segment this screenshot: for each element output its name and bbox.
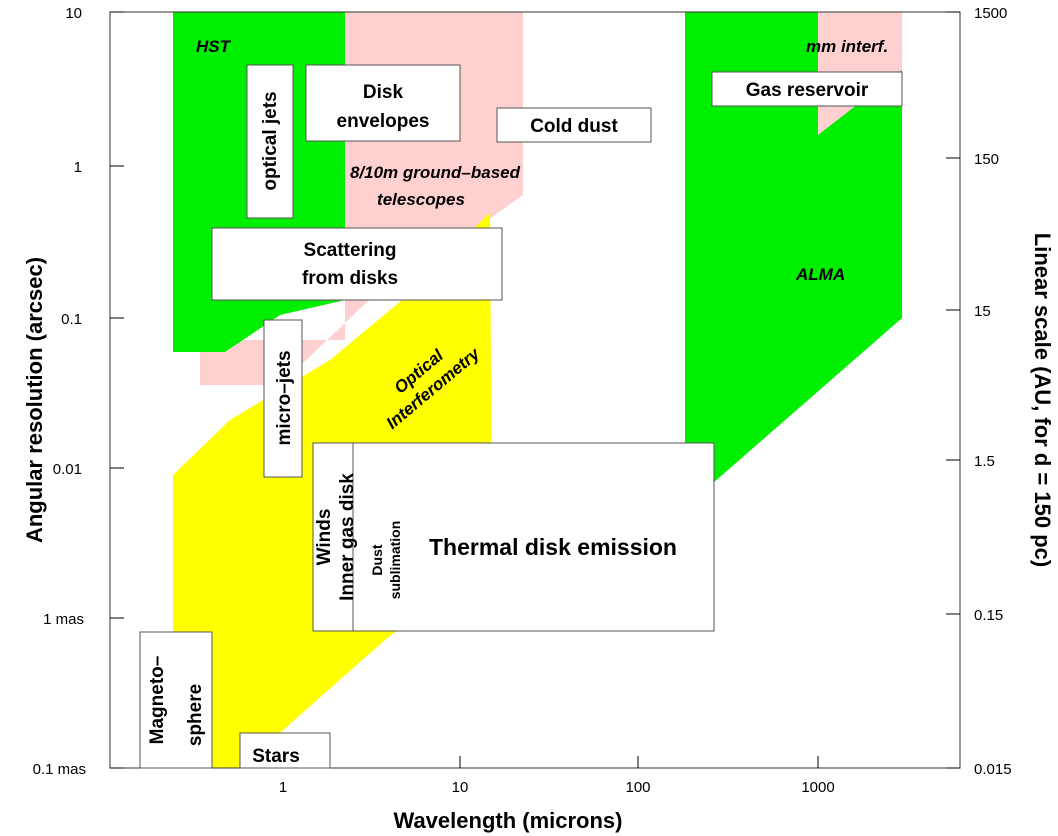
cold-dust-label: Cold dust — [530, 116, 618, 137]
y-tick-label: 0.01 — [53, 461, 82, 478]
dust-sublimation-label: Dust — [369, 544, 385, 575]
ground-telescopes-label: telescopes — [377, 190, 465, 209]
y-tick-label: 1 mas — [43, 611, 84, 628]
disk-envelopes-box — [305, 64, 461, 142]
winds-label: Winds — [314, 509, 335, 566]
x-axis-title: Wavelength (microns) — [394, 808, 623, 833]
x-tick-label: 10 — [452, 779, 469, 796]
x-tick-label: 1000 — [801, 779, 834, 796]
magnetosphere-label: Magneto– — [147, 656, 168, 745]
y2-tick-label: 1500 — [974, 5, 1007, 22]
scattering-box — [211, 227, 503, 301]
scattering-label: from disks — [302, 268, 398, 289]
thermal-emission-box — [312, 442, 715, 632]
gas-reservoir-box — [711, 71, 903, 107]
alma-label: ALMA — [795, 265, 845, 284]
magnetosphere-label: sphere — [185, 684, 206, 746]
thermal-emission-label: Thermal disk emission — [429, 534, 677, 560]
y-axis-title: Angular resolution (arcsec) — [22, 257, 47, 543]
y-tick-label: 0.1 — [61, 311, 82, 328]
y2-tick-label: 15 — [974, 303, 991, 320]
y2-tick-label: 1.5 — [974, 453, 995, 470]
y-tick-label: 10 — [65, 5, 82, 22]
inner-gas-disk-label: Inner gas disk — [337, 473, 358, 601]
plot-frame — [109, 11, 961, 769]
bottom-axis — [282, 756, 819, 768]
magnetosphere-box — [139, 631, 213, 769]
stars-box — [239, 732, 331, 769]
x-tick-label: 1 — [279, 779, 287, 796]
optical-jets-label: optical jets — [260, 91, 281, 190]
scattering-label: Scattering — [304, 240, 397, 261]
right-axis — [946, 11, 960, 769]
left-axis — [110, 11, 124, 769]
micro-jets-label: micro–jets — [274, 350, 295, 445]
optical-jets-box — [246, 64, 294, 219]
disk-envelopes-label: Disk — [363, 82, 404, 103]
gas-reservoir-label: Gas reservoir — [746, 80, 869, 101]
y2-tick-label: 0.15 — [974, 607, 1003, 624]
hst-label: HST — [196, 37, 232, 56]
cold-dust-box — [496, 107, 652, 143]
mm-interf-label: mm interf. — [806, 37, 888, 56]
y2-tick-label: 0.015 — [974, 761, 1012, 778]
x-tick-label: 100 — [625, 779, 650, 796]
y-tick-label: 0.1 mas — [33, 761, 86, 778]
y-tick-label: 1 — [74, 159, 82, 176]
dust-sublimation-label: sublimation — [387, 521, 403, 600]
y2-axis-title: Linear scale (AU, for d = 150 pc) — [1030, 233, 1055, 567]
micro-jets-box — [263, 319, 303, 478]
alma-region — [685, 12, 902, 500]
stars-label: Stars — [252, 746, 300, 767]
y2-tick-label: 150 — [974, 151, 999, 168]
ground-telescopes-label: 8/10m ground–based — [350, 163, 521, 182]
disk-envelopes-label: envelopes — [337, 111, 430, 132]
